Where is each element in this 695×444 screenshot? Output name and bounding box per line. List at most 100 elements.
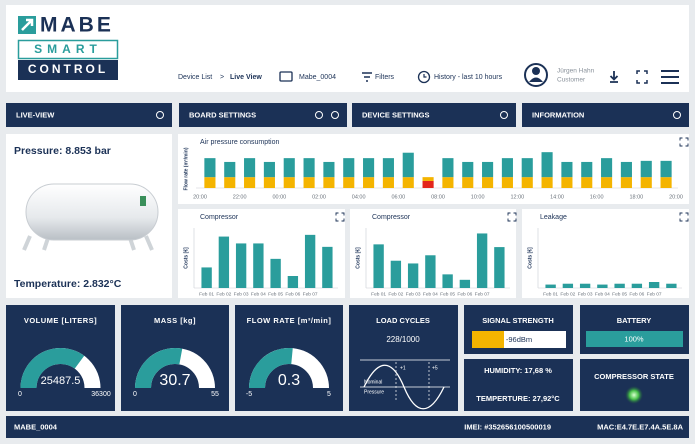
bar bbox=[579, 283, 591, 288]
y-axis-label: Costs [€] bbox=[527, 247, 533, 269]
x-tick-label: 16:00 bbox=[590, 194, 604, 200]
bar-segment bbox=[620, 177, 632, 188]
x-tick-label: 12:00 bbox=[510, 194, 524, 200]
bar bbox=[407, 263, 419, 288]
chart-title: Compressor bbox=[372, 214, 411, 221]
load-label: Nominal bbox=[364, 379, 382, 385]
x-tick-label: Feb 05 bbox=[440, 291, 455, 297]
user-body bbox=[529, 77, 543, 82]
bar-segment bbox=[581, 161, 593, 178]
x-tick-label: 10:00 bbox=[471, 194, 485, 200]
footer bbox=[6, 416, 689, 438]
panel-icon[interactable] bbox=[315, 111, 323, 119]
bar bbox=[666, 283, 677, 288]
bar-segment bbox=[482, 177, 494, 188]
panel-header[interactable] bbox=[522, 103, 689, 127]
panel-title: BOARD SETTINGS bbox=[189, 110, 256, 119]
device-name[interactable]: Mabe_0004 bbox=[299, 74, 336, 81]
breadcrumb[interactable]: Device List bbox=[178, 74, 212, 81]
bar-segment bbox=[263, 161, 275, 178]
x-tick-label: Feb 01 bbox=[543, 291, 558, 297]
bar-segment bbox=[660, 177, 672, 188]
panel-icon[interactable] bbox=[331, 111, 339, 119]
panel-header[interactable] bbox=[6, 103, 172, 127]
bar-segment bbox=[561, 177, 573, 188]
tile bbox=[349, 305, 458, 411]
bar-segment bbox=[363, 158, 375, 178]
device-icon[interactable] bbox=[279, 71, 293, 82]
bar-segment bbox=[660, 160, 672, 178]
expand-icon[interactable] bbox=[679, 212, 689, 222]
logo-control-box bbox=[18, 60, 118, 80]
history[interactable]: History - last 10 hours bbox=[434, 74, 503, 81]
battery-value: 100% bbox=[624, 334, 644, 343]
bar-segment bbox=[462, 161, 474, 178]
x-tick-label: Feb 06 bbox=[629, 291, 644, 297]
panel-header[interactable] bbox=[352, 103, 516, 127]
panel-header[interactable] bbox=[179, 103, 347, 127]
bar bbox=[562, 283, 574, 288]
signal-fill bbox=[472, 331, 504, 348]
gauge-min: 0 bbox=[18, 391, 22, 398]
bar bbox=[270, 258, 281, 288]
bar-segment bbox=[640, 177, 652, 188]
battery-title: BATTERY bbox=[617, 316, 652, 325]
bar-segment bbox=[204, 158, 216, 178]
filter-icon[interactable] bbox=[362, 72, 372, 82]
menu-icon[interactable] bbox=[661, 70, 679, 84]
x-tick-label: Feb 01 bbox=[371, 291, 386, 297]
bar-segment bbox=[204, 177, 216, 188]
x-tick-label: Feb 05 bbox=[268, 291, 283, 297]
x-tick-label: Feb 07 bbox=[647, 291, 662, 297]
bar bbox=[287, 276, 299, 288]
gauge-min: -5 bbox=[246, 391, 252, 398]
tank bbox=[25, 183, 159, 241]
expand-icon[interactable] bbox=[507, 212, 517, 222]
logo-arrow bbox=[21, 18, 34, 31]
history-icon[interactable] bbox=[417, 70, 431, 84]
gauge-value-arc bbox=[249, 348, 293, 389]
bar-segment bbox=[343, 177, 355, 188]
x-tick-label: Feb 04 bbox=[595, 291, 610, 297]
filters[interactable]: Filters bbox=[375, 74, 395, 81]
bar-segment bbox=[382, 177, 394, 188]
panel-icon[interactable] bbox=[500, 111, 508, 119]
bar bbox=[476, 233, 488, 288]
bar-segment bbox=[244, 177, 256, 188]
download-icon[interactable] bbox=[609, 71, 619, 83]
bar-segment bbox=[541, 177, 553, 188]
logo-text: SMART bbox=[34, 42, 102, 56]
panel-icon[interactable] bbox=[156, 111, 164, 119]
bar bbox=[373, 244, 384, 288]
footer-mac: MAC:E4.7E.E7.4A.5E.8A bbox=[597, 422, 683, 431]
panel-icon[interactable] bbox=[673, 111, 681, 119]
breadcrumb[interactable]: Live View bbox=[230, 74, 262, 81]
gauge-max: 36300 bbox=[91, 391, 111, 398]
bar-segment bbox=[601, 177, 613, 188]
x-tick-label: Feb 07 bbox=[475, 291, 490, 297]
bar-segment bbox=[482, 161, 494, 178]
expand-icon[interactable] bbox=[679, 137, 689, 147]
battery-bar bbox=[586, 331, 683, 347]
y-axis-label: Costs [€] bbox=[183, 247, 189, 269]
gauge-value-arc bbox=[20, 348, 85, 389]
chart-title: Leakage bbox=[540, 214, 567, 221]
bar-segment bbox=[601, 158, 613, 178]
bar-segment bbox=[462, 177, 474, 188]
bar bbox=[442, 274, 453, 288]
breadcrumb-separator: > bbox=[220, 74, 224, 81]
expand-icon[interactable] bbox=[335, 212, 345, 222]
y-axis-label: Flow rate (m³/min) bbox=[183, 147, 189, 190]
bar-segment bbox=[501, 158, 513, 178]
chart-title: Compressor bbox=[200, 214, 239, 221]
fullscreen-icon[interactable] bbox=[636, 70, 648, 84]
load-label: Pressure bbox=[364, 389, 384, 395]
x-tick-label: 06:00 bbox=[391, 194, 405, 200]
user-icon[interactable] bbox=[524, 63, 548, 87]
bar-segment bbox=[224, 177, 236, 188]
user-role: Customer bbox=[557, 77, 586, 84]
x-tick-label: Feb 02 bbox=[388, 291, 403, 297]
bar-segment bbox=[244, 158, 256, 178]
